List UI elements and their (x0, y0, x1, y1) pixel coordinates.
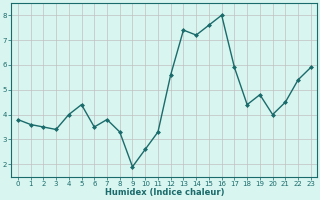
X-axis label: Humidex (Indice chaleur): Humidex (Indice chaleur) (105, 188, 224, 197)
